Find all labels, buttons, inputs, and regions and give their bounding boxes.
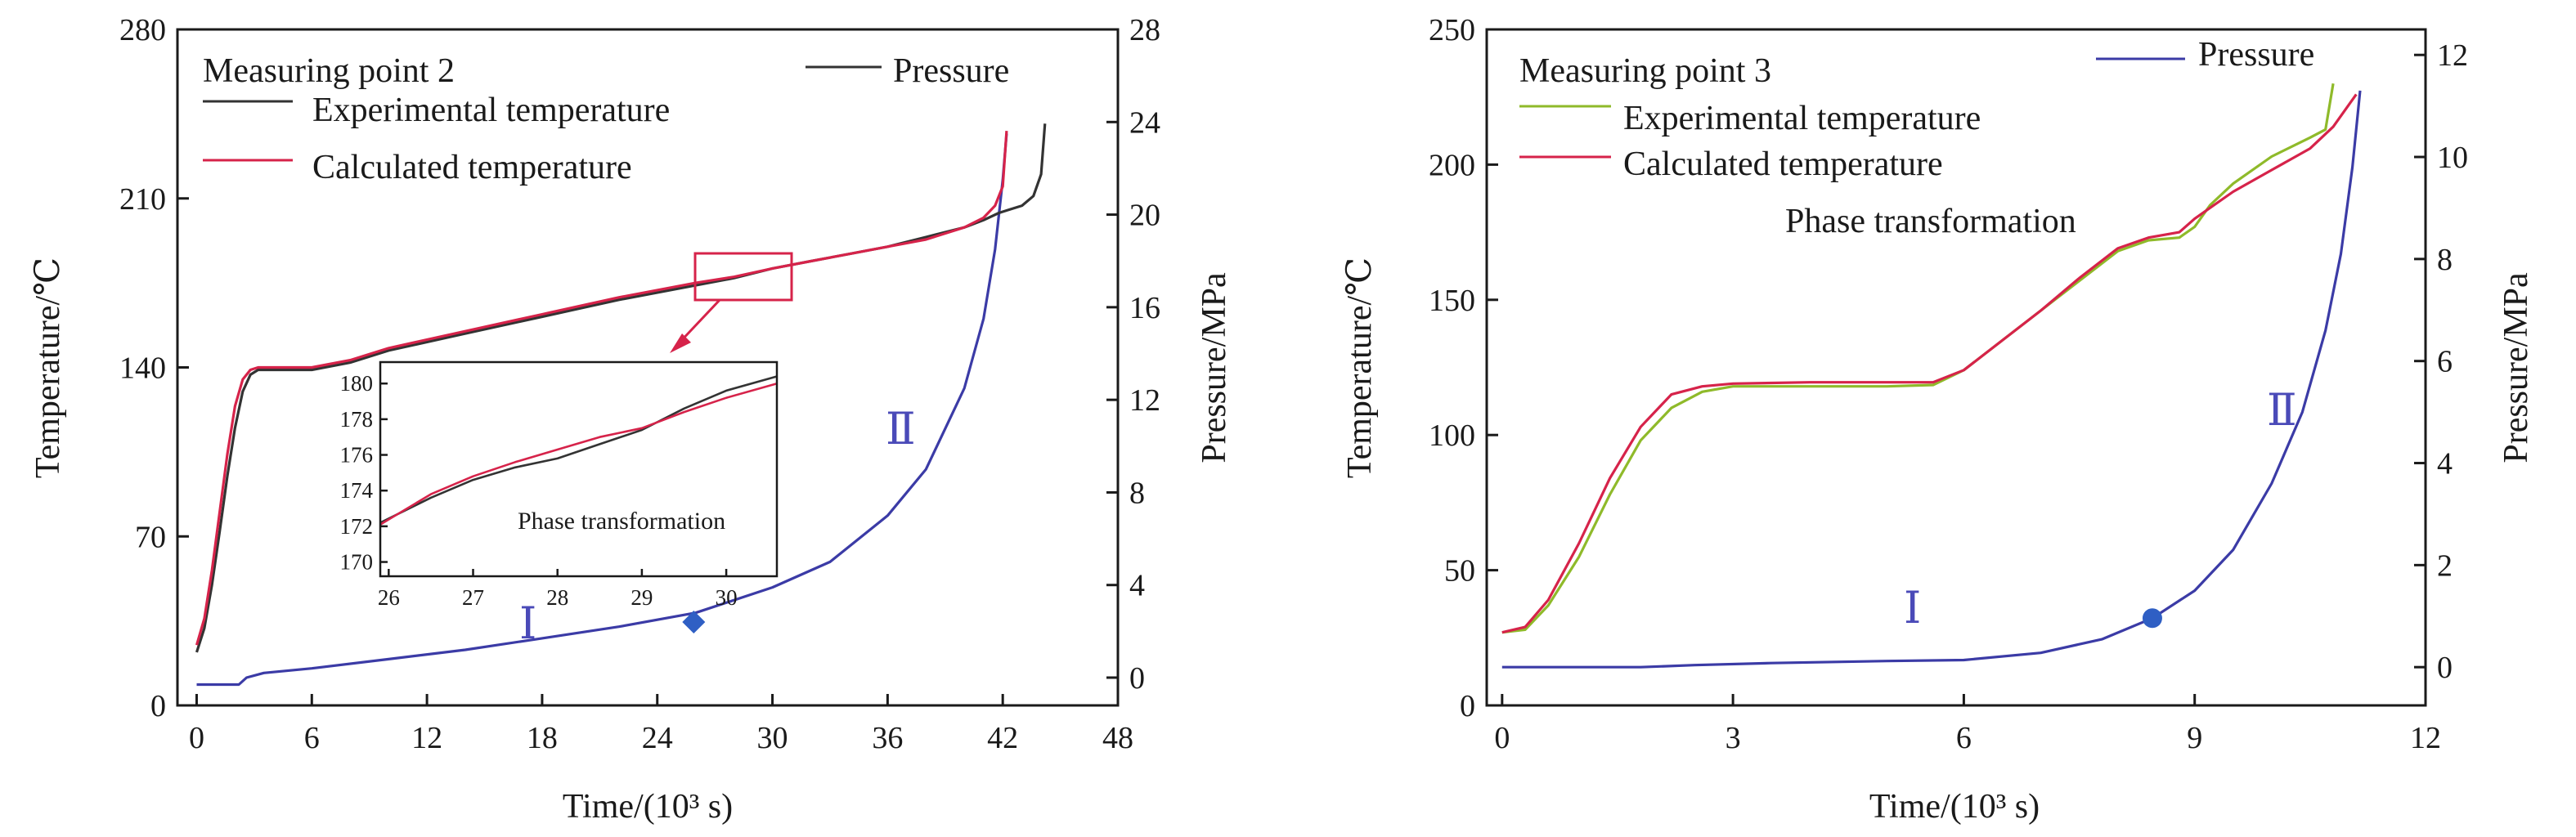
inset-x-tick-label: 28	[546, 585, 568, 610]
inset-y-tick-label: 178	[340, 407, 374, 432]
chart1-y-axis-title: Temperature/℃	[29, 257, 67, 478]
chart2-legend-label-pressure: Pressure	[2198, 36, 2314, 74]
chart1-legend-label-experimental: Experimental temperature	[312, 92, 670, 129]
chart1-y2-tick-label: 24	[1129, 105, 1160, 140]
chart1-y2-tick-label: 16	[1129, 291, 1160, 325]
chart1-y2-tick-label: 8	[1129, 476, 1145, 510]
chart2-plot-frame	[1485, 28, 2427, 707]
chart1-diamond-marker	[682, 611, 706, 634]
chart2-regime-label-2: Ⅱ	[2267, 386, 2297, 435]
chart2-legend: Pressure Experimental temperature Calcul…	[1519, 36, 2314, 183]
chart1-regime-label-2: Ⅱ	[886, 405, 916, 454]
chart1-x-tick-label: 12	[411, 721, 442, 755]
chart1-series-calculated-temperature	[195, 130, 1008, 646]
chart2-title: Measuring point 3	[1519, 52, 1771, 90]
chart2-series-calculated-temperature	[1501, 93, 2358, 634]
chart2-annotation-phase-transformation: Phase transformation	[1785, 203, 2076, 240]
chart2-y2-axis-title: Pressure/MPa	[2497, 272, 2535, 463]
chart1-series-layer	[195, 123, 1047, 687]
chart2-x-axis-title: Time/(10³ s)	[1869, 788, 2040, 826]
chart1-series-experimental-temperature	[195, 123, 1047, 653]
chart1-x-tick-label: 24	[642, 721, 673, 755]
inset-y-tick-label: 176	[340, 443, 374, 468]
chart1-x-tick-label: 6	[304, 721, 320, 755]
chart2-x-tick-label: 6	[1956, 721, 1972, 755]
chart1-legend-label-pressure: Pressure	[893, 52, 1009, 90]
chart1-legend: Pressure Experimental temperature Calcul…	[203, 52, 1009, 186]
chart1-y-tick-label: 70	[135, 520, 166, 554]
chart1-x-tick-label: 42	[987, 721, 1018, 755]
chart1-y2-tick-label: 28	[1129, 13, 1160, 47]
inset-frame	[379, 360, 779, 578]
chart2-x-tick-label: 9	[2187, 721, 2202, 755]
chart2-y-tick-label: 0	[1460, 689, 1475, 723]
chart-measuring-point-2: 0 6 12 18 24 30 36 42 48070140210280048121620242…	[29, 13, 1233, 826]
chart2-circle-marker	[2142, 608, 2162, 629]
inset-y-tick-label: 180	[340, 371, 374, 396]
chart1-y2-tick-label: 4	[1129, 569, 1145, 603]
inset-series-layer	[379, 375, 778, 526]
chart1-x-tick-label: 48	[1102, 721, 1133, 755]
chart-measuring-point-3: 0 3 6 9 12 0 50 100 150 200 250 0 2 4 6 8 10 12 Measuring…	[1341, 13, 2535, 826]
chart1-axis-ticks: 0 6 12 18 24 30 36 42 48070140210280048121620242…	[119, 13, 1160, 755]
chart1-zoom-arrowhead	[670, 333, 691, 353]
chart1-y-tick-label: 140	[119, 351, 166, 386]
chart1-x-tick-label: 18	[527, 721, 558, 755]
chart2-axis-ticks: 0 3 6 9 12 0 50 100 150 200 250 0 2 4 6 8 10 12	[1429, 13, 2468, 755]
chart2-x-tick-label: 0	[1494, 721, 1510, 755]
chart2-y2-tick-label: 8	[2437, 243, 2453, 277]
chart1-zoom-arrow	[677, 298, 721, 345]
chart1-y2-tick-label: 0	[1129, 661, 1145, 696]
chart1-y2-tick-label: 12	[1129, 383, 1160, 418]
inset-x-tick-label: 26	[378, 585, 400, 610]
inset-x-tick-label: 30	[716, 585, 738, 610]
inset-axis-ticks: 26 27 28 29 30 170 172 174 176 178 180	[340, 371, 738, 610]
inset-y-tick-label: 170	[340, 550, 374, 575]
chart2-y-tick-label: 50	[1444, 554, 1475, 589]
chart2-regime-label-1: Ⅰ	[1904, 584, 1921, 633]
inset-series-calculated-temperature	[379, 382, 778, 526]
chart1-y2-tick-label: 20	[1129, 199, 1160, 233]
chart2-legend-label-experimental: Experimental temperature	[1623, 100, 1981, 137]
chart1-inset: 26 27 28 29 30 170 172 174 176 178 180 Phase trans…	[340, 360, 779, 610]
chart1-title: Measuring point 2	[203, 52, 455, 90]
chart2-y-tick-label: 100	[1429, 418, 1475, 453]
chart2-y-tick-label: 250	[1429, 13, 1475, 47]
chart1-regime-label-1: Ⅰ	[519, 599, 536, 648]
chart1-x-tick-label: 30	[757, 721, 788, 755]
chart2-legend-label-calculated: Calculated temperature	[1623, 145, 1943, 183]
inset-y-tick-label: 174	[340, 478, 374, 503]
chart2-y2-tick-label: 10	[2437, 141, 2468, 175]
chart1-zoom-box	[693, 252, 793, 302]
chart2-y2-tick-label: 0	[2437, 651, 2453, 685]
inset-y-tick-label: 172	[340, 514, 374, 539]
inset-x-tick-label: 27	[462, 585, 484, 610]
chart2-y2-tick-label: 4	[2437, 447, 2453, 481]
chart2-y2-tick-label: 12	[2437, 38, 2468, 73]
chart1-x-tick-label: 36	[872, 721, 903, 755]
chart1-x-tick-label: 0	[189, 721, 204, 755]
inset-x-tick-label: 29	[631, 585, 653, 610]
chart1-legend-label-calculated: Calculated temperature	[312, 149, 632, 186]
chart2-y-tick-label: 150	[1429, 284, 1475, 318]
chart2-y-tick-label: 200	[1429, 148, 1475, 182]
chart1-y-tick-label: 0	[150, 689, 166, 723]
inset-annotation: Phase transformation	[518, 508, 725, 535]
inset-series-experimental-temperature	[379, 375, 778, 524]
chart1-x-axis-title: Time/(10³ s)	[563, 788, 733, 826]
chart2-x-tick-label: 12	[2410, 721, 2441, 755]
chart2-y2-tick-label: 6	[2437, 345, 2453, 379]
chart1-y-tick-label: 280	[119, 13, 166, 47]
chart2-series-layer	[1501, 83, 2362, 669]
chart1-y-tick-label: 210	[119, 182, 166, 217]
chart2-x-tick-label: 3	[1726, 721, 1741, 755]
chart2-y-axis-title: Temperature/℃	[1341, 257, 1379, 478]
chart2-y2-tick-label: 2	[2437, 548, 2453, 583]
chart1-y2-axis-title: Pressure/MPa	[1196, 272, 1233, 463]
